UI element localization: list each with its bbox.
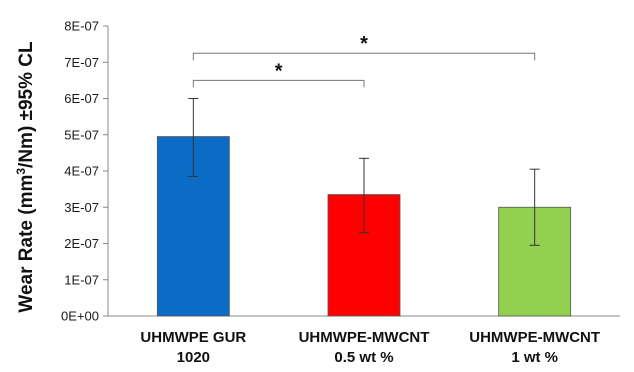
- y-axis-label: Wear Rate (mm3/Nm) ±95% CL: [14, 41, 37, 313]
- significance-bracket-1: [192, 79, 365, 88]
- y-tick-label: 7E-07: [64, 55, 99, 70]
- category-label-2-line-2: 0.5 wt %: [334, 349, 393, 366]
- x-axis-categories: UHMWPE GUR 1020 UHMWPE-MWCNT 0.5 wt % UHMWPE…: [140, 329, 600, 366]
- y-axis-ticks: 0E+00 1E-07 2E-07 3E-07 4E-07 5E-07 6E-07 7E-07…: [61, 19, 108, 324]
- svg-text:Wear Rate (mm3/Nm) ±95% CL: Wear Rate (mm3/Nm) ±95% CL: [14, 41, 37, 313]
- significance-label-2: *: [360, 33, 368, 55]
- category-label-3-line-2: 1 wt %: [511, 349, 558, 366]
- y-tick-label: 6E-07: [64, 91, 99, 106]
- y-tick-label: 5E-07: [64, 127, 99, 142]
- category-label-1-line-2: 1020: [177, 349, 210, 366]
- y-axis-label-superscript: 3: [14, 168, 28, 175]
- error-bars: [188, 98, 540, 246]
- y-tick-label: 8E-07: [64, 19, 99, 34]
- category-label-1-line-1: UHMWPE GUR: [140, 329, 246, 346]
- category-label-2-line-1: UHMWPE-MWCNT: [299, 329, 430, 346]
- significance-bracket-2: [192, 52, 536, 61]
- significance-label-1: *: [275, 60, 283, 82]
- y-tick-label: 0E+00: [61, 309, 99, 324]
- significance-brackets: **: [192, 33, 536, 88]
- category-label-3-line-1: UHMWPE-MWCNT: [469, 329, 600, 346]
- y-tick-label: 3E-07: [64, 200, 99, 215]
- y-axis-label-suffix: /Nm) ±95% CL: [16, 41, 37, 168]
- y-tick-label: 2E-07: [64, 236, 99, 251]
- y-tick-label: 1E-07: [64, 272, 99, 287]
- y-axis-label-prefix: Wear Rate (mm: [16, 175, 37, 313]
- y-tick-label: 4E-07: [64, 164, 99, 179]
